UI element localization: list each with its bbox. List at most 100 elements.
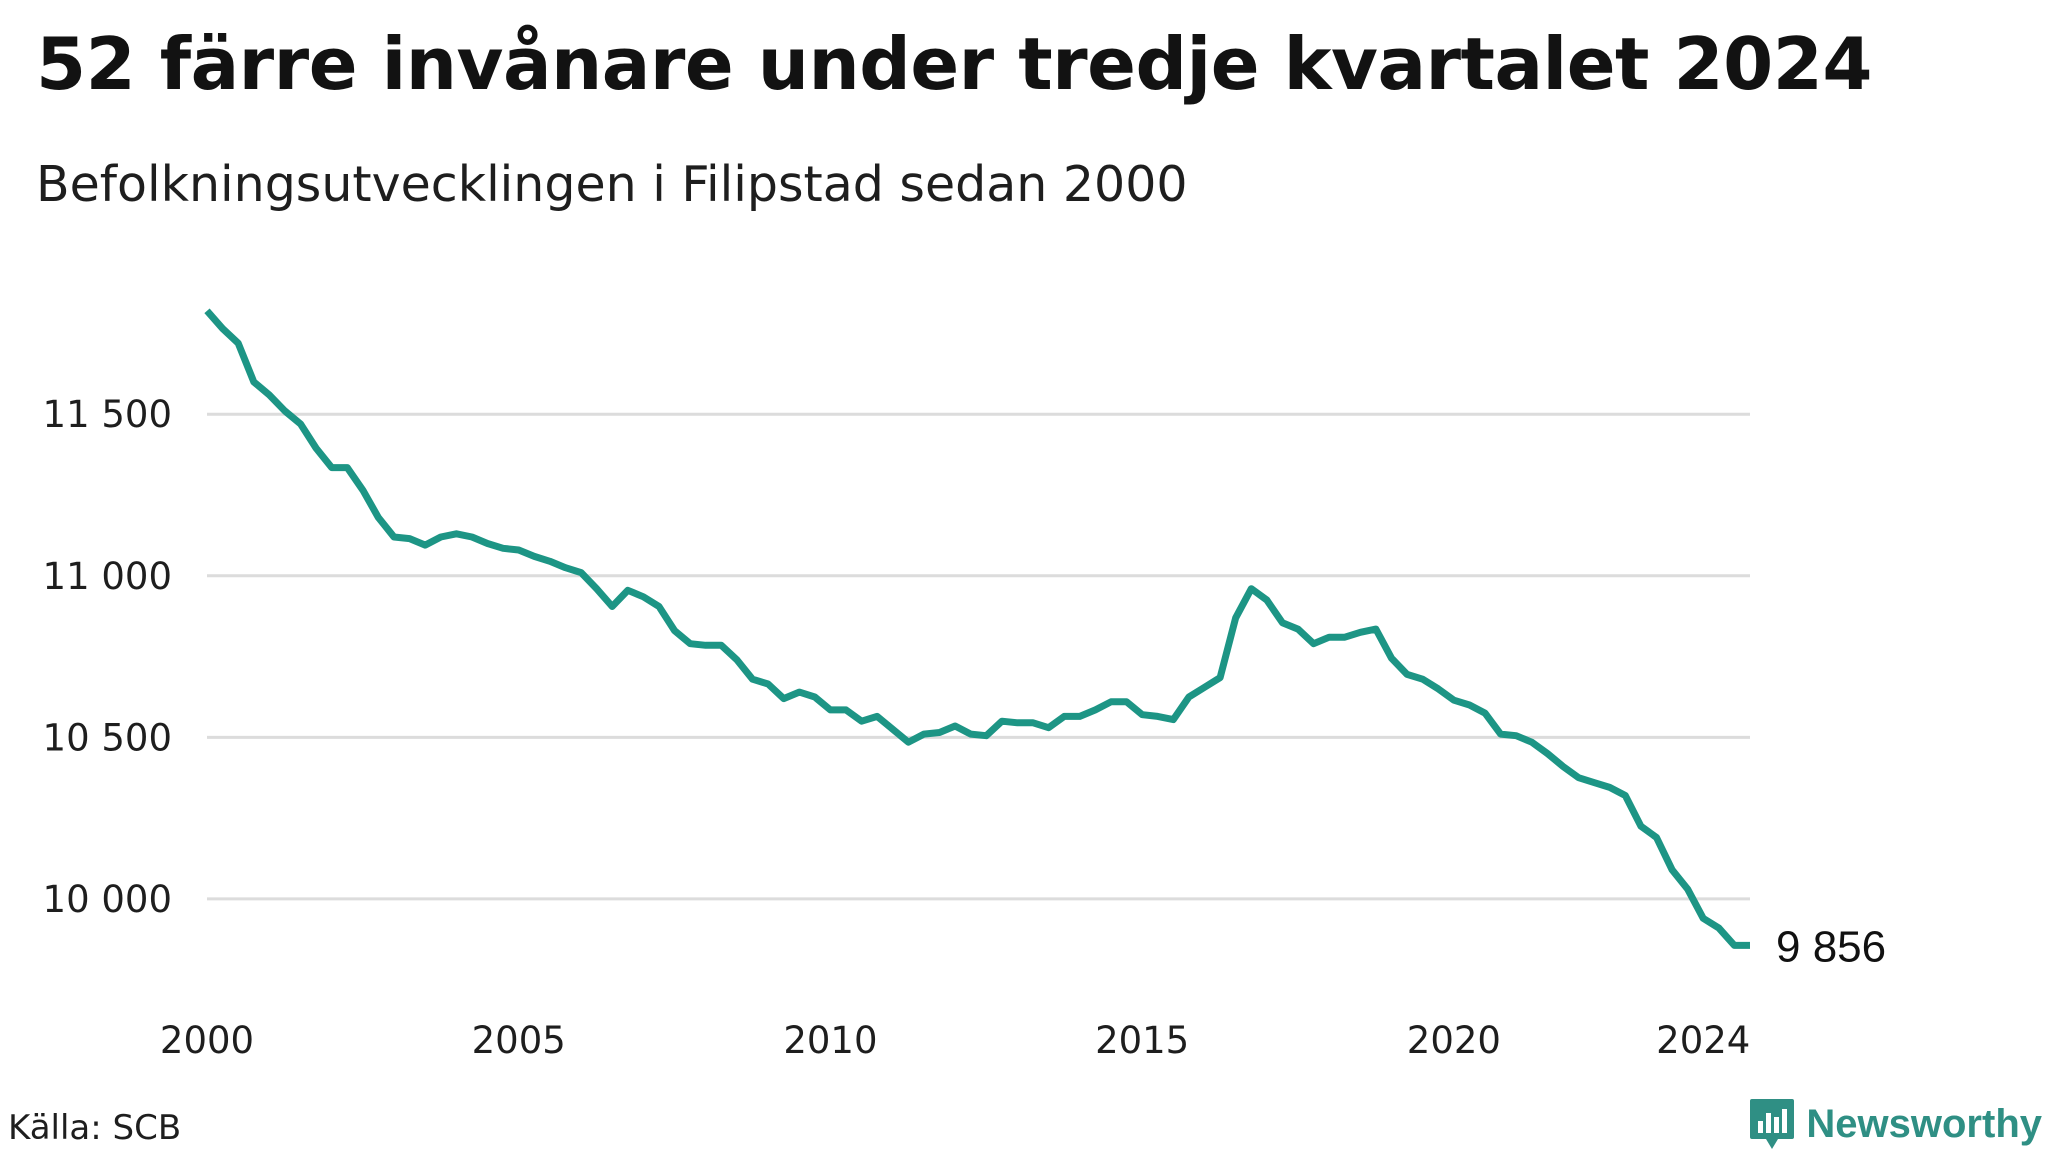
x-tick-label: 2005 bbox=[472, 1019, 566, 1062]
data-point bbox=[1142, 714, 1143, 715]
data-point bbox=[1500, 734, 1501, 735]
data-point bbox=[939, 732, 940, 733]
data-point bbox=[362, 490, 363, 491]
data-point bbox=[1531, 742, 1532, 743]
data-point bbox=[1048, 727, 1049, 728]
data-point bbox=[659, 606, 660, 607]
y-tick-label: 10 000 bbox=[43, 878, 172, 921]
chart-subtitle: Befolkningsutvecklingen i Filipstad seda… bbox=[36, 156, 1188, 213]
data-point bbox=[1438, 688, 1439, 689]
data-point bbox=[1734, 945, 1735, 946]
data-point bbox=[1547, 753, 1548, 754]
data-point bbox=[705, 645, 706, 646]
data-point bbox=[1220, 677, 1221, 678]
data-point bbox=[269, 394, 270, 395]
data-point bbox=[284, 411, 285, 412]
y-tick-label: 10 500 bbox=[43, 716, 172, 759]
data-point bbox=[440, 537, 441, 538]
series-layer bbox=[204, 308, 1751, 949]
data-point bbox=[970, 734, 971, 735]
data-point bbox=[612, 606, 613, 607]
data-point bbox=[1079, 716, 1080, 717]
data-point bbox=[1251, 588, 1252, 589]
data-point bbox=[736, 659, 737, 660]
series-points bbox=[207, 310, 1751, 946]
grid-lines bbox=[207, 412, 1750, 901]
data-point bbox=[1329, 637, 1330, 638]
data-point bbox=[1516, 735, 1517, 736]
data-point bbox=[1625, 795, 1626, 796]
x-tick-label: 2020 bbox=[1407, 1019, 1501, 1062]
data-point bbox=[1485, 713, 1486, 714]
data-point bbox=[1375, 629, 1376, 630]
data-point bbox=[238, 343, 239, 344]
data-point bbox=[1469, 705, 1470, 706]
data-point bbox=[627, 590, 628, 591]
data-point bbox=[1188, 697, 1189, 698]
source-note: Källa: SCB bbox=[8, 1108, 182, 1148]
data-point bbox=[846, 709, 847, 710]
data-point bbox=[752, 679, 753, 680]
data-point bbox=[1095, 709, 1096, 710]
chart-title: 52 färre invånare under tredje kvartalet… bbox=[36, 22, 1872, 106]
data-point bbox=[487, 543, 488, 544]
data-point bbox=[1017, 722, 1018, 723]
data-point bbox=[1656, 837, 1657, 838]
y-tick-label: 11 500 bbox=[43, 393, 172, 436]
data-point bbox=[394, 537, 395, 538]
data-point bbox=[1173, 719, 1174, 720]
data-point bbox=[534, 556, 535, 557]
newsworthy-logo-icon bbox=[1750, 1099, 1795, 1149]
data-point bbox=[425, 545, 426, 546]
data-point bbox=[1391, 658, 1392, 659]
end-value-label: 9 856 bbox=[1776, 922, 1886, 971]
data-point bbox=[456, 533, 457, 534]
data-point bbox=[877, 716, 878, 717]
data-point bbox=[1360, 632, 1361, 633]
data-point bbox=[1453, 700, 1454, 701]
data-point bbox=[300, 423, 301, 424]
data-point bbox=[1407, 674, 1408, 675]
data-point bbox=[581, 572, 582, 573]
data-point bbox=[518, 550, 519, 551]
data-point bbox=[331, 467, 332, 468]
data-point bbox=[549, 561, 550, 562]
data-point bbox=[1313, 643, 1314, 644]
data-point bbox=[347, 467, 348, 468]
data-point bbox=[1064, 716, 1065, 717]
data-point bbox=[1687, 889, 1688, 890]
data-point bbox=[1563, 766, 1564, 767]
data-point bbox=[409, 538, 410, 539]
data-point bbox=[799, 692, 800, 693]
data-point bbox=[1672, 869, 1673, 870]
x-tick-label: 2000 bbox=[160, 1019, 254, 1062]
data-point bbox=[1157, 716, 1158, 717]
x-tick-label: 2024 bbox=[1656, 1019, 1750, 1062]
x-axis-ticks: 2000 2005 2010 2015 2020 2024 bbox=[160, 1019, 1750, 1062]
data-point bbox=[908, 742, 909, 743]
data-point bbox=[690, 643, 691, 644]
y-tick-label: 11 000 bbox=[43, 555, 172, 598]
data-point bbox=[1235, 617, 1236, 618]
label-layer: 9 856 bbox=[1776, 922, 1886, 971]
data-point bbox=[1594, 782, 1595, 783]
data-point bbox=[1422, 679, 1423, 680]
data-point bbox=[1344, 637, 1345, 638]
data-point bbox=[1111, 701, 1112, 702]
data-point bbox=[674, 630, 675, 631]
data-point bbox=[596, 588, 597, 589]
data-point bbox=[1033, 722, 1034, 723]
data-point bbox=[1001, 721, 1002, 722]
data-point bbox=[861, 721, 862, 722]
x-tick-label: 2015 bbox=[1095, 1019, 1189, 1062]
data-point bbox=[830, 709, 831, 710]
brand-logo[interactable]: Newsworthy bbox=[1748, 1097, 2042, 1151]
data-point bbox=[783, 698, 784, 699]
data-point bbox=[721, 645, 722, 646]
brand-name: Newsworthy bbox=[1806, 1101, 2042, 1146]
data-point bbox=[1640, 826, 1641, 827]
data-point bbox=[643, 596, 644, 597]
data-point bbox=[565, 567, 566, 568]
data-point bbox=[222, 328, 223, 329]
data-point bbox=[1282, 622, 1283, 623]
